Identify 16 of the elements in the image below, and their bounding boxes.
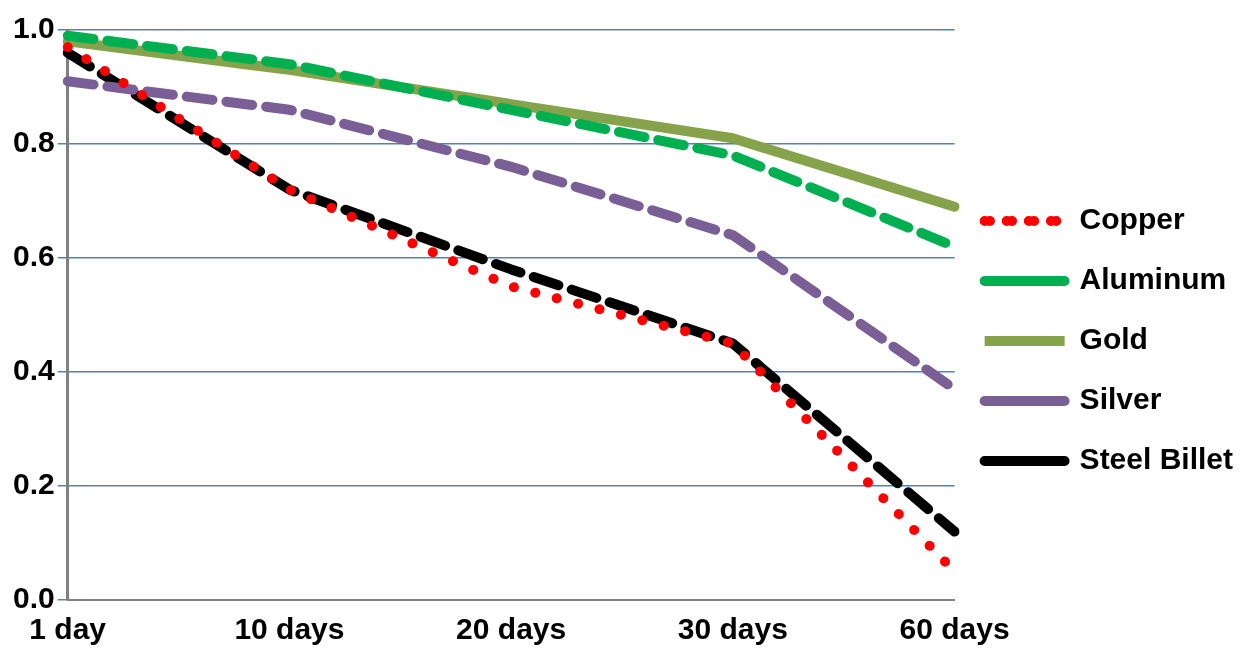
- legend-label: Silver: [1079, 382, 1162, 416]
- x-tick-label: 1 day: [29, 612, 107, 646]
- x-tick-label: 60 days: [899, 612, 1010, 646]
- x-tick-label: 10 days: [234, 612, 345, 646]
- y-tick-label: 0.2: [12, 467, 55, 501]
- y-tick-label: 1.0: [12, 11, 55, 45]
- y-tick-label: 0.0: [12, 581, 55, 615]
- legend-label: Copper: [1079, 202, 1185, 236]
- x-tick-label: 30 days: [677, 612, 788, 646]
- y-tick-label: 0.4: [12, 353, 55, 387]
- x-tick-label: 20 days: [456, 612, 567, 646]
- legend-label: Gold: [1079, 322, 1148, 356]
- y-tick-label: 0.6: [12, 239, 55, 273]
- legend-label: Steel Billet: [1079, 442, 1234, 476]
- legend-label: Aluminum: [1079, 262, 1227, 296]
- y-tick-label: 0.8: [12, 125, 55, 159]
